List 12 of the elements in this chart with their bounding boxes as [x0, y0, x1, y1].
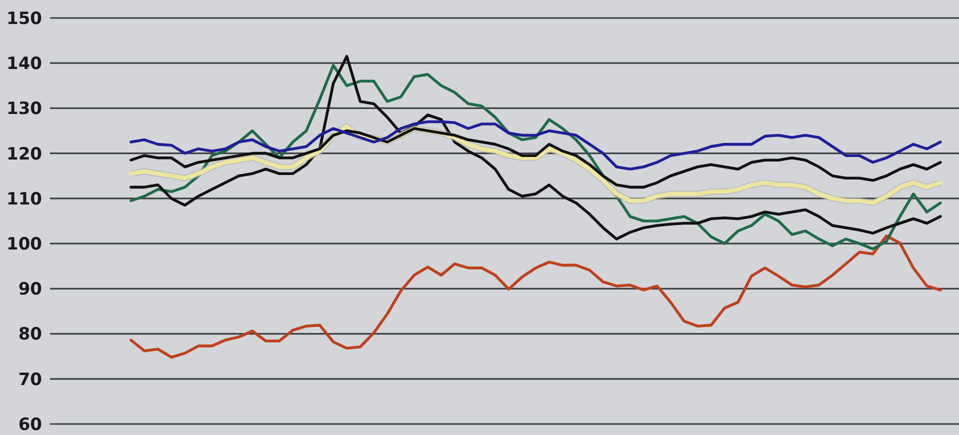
y-tick-label: 60	[18, 414, 42, 435]
y-tick-label: 150	[6, 8, 42, 29]
y-tick-label: 70	[18, 370, 42, 390]
line-series	[130, 120, 942, 171]
y-tick-label: 110	[6, 189, 42, 210]
y-tick-label: 120	[6, 144, 42, 164]
line-series	[130, 234, 942, 359]
y-tick-label: 90	[18, 280, 42, 300]
y-tick-label: 80	[18, 324, 42, 345]
y-tick-label: 130	[6, 99, 42, 120]
y-tick-label: 100	[6, 234, 42, 255]
y-tick-label: 140	[6, 54, 42, 74]
